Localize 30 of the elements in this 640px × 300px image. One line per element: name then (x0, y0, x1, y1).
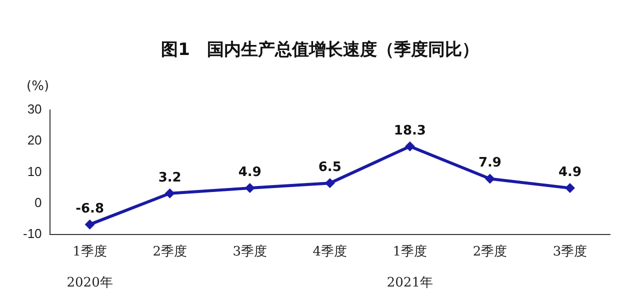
y-tick-label: 20 (27, 132, 42, 148)
data-label: -6.8 (76, 201, 104, 216)
point (484, 174, 495, 184)
x-tick-label: 3季度 (552, 244, 588, 260)
y-tick-label: 0 (34, 194, 42, 210)
data-label: 3.2 (158, 170, 182, 186)
point (164, 188, 175, 198)
point (404, 141, 415, 152)
y-axis-title: (%) (26, 79, 50, 94)
data-label: 4.9 (238, 165, 262, 180)
text: 2021年 (386, 275, 433, 290)
text: 2020年 (66, 275, 113, 290)
chart-title: 图1 国内生产总值增长速度（季度同比） (160, 39, 480, 61)
x-tick-label: 2季度 (152, 244, 187, 260)
point (564, 183, 575, 194)
y-tick-label: -10 (22, 226, 42, 241)
x-tick-label: 4季度 (312, 244, 348, 260)
data-label: 6.5 (318, 160, 342, 176)
data-label: 7.9 (478, 156, 502, 171)
x-tick-label: 3季度 (232, 244, 268, 260)
x-tick-label: 2季度 (472, 244, 508, 260)
point (84, 219, 95, 230)
x-tick-label: 1季度 (72, 244, 107, 260)
point (244, 183, 255, 194)
x-tick-label: 1季度 (392, 244, 428, 260)
y-tick-label: 30 (27, 102, 42, 117)
data-label: 4.9 (558, 165, 582, 180)
data-label: 18.3 (394, 123, 426, 138)
y-tick-label: 10 (27, 164, 42, 179)
point (324, 178, 335, 188)
